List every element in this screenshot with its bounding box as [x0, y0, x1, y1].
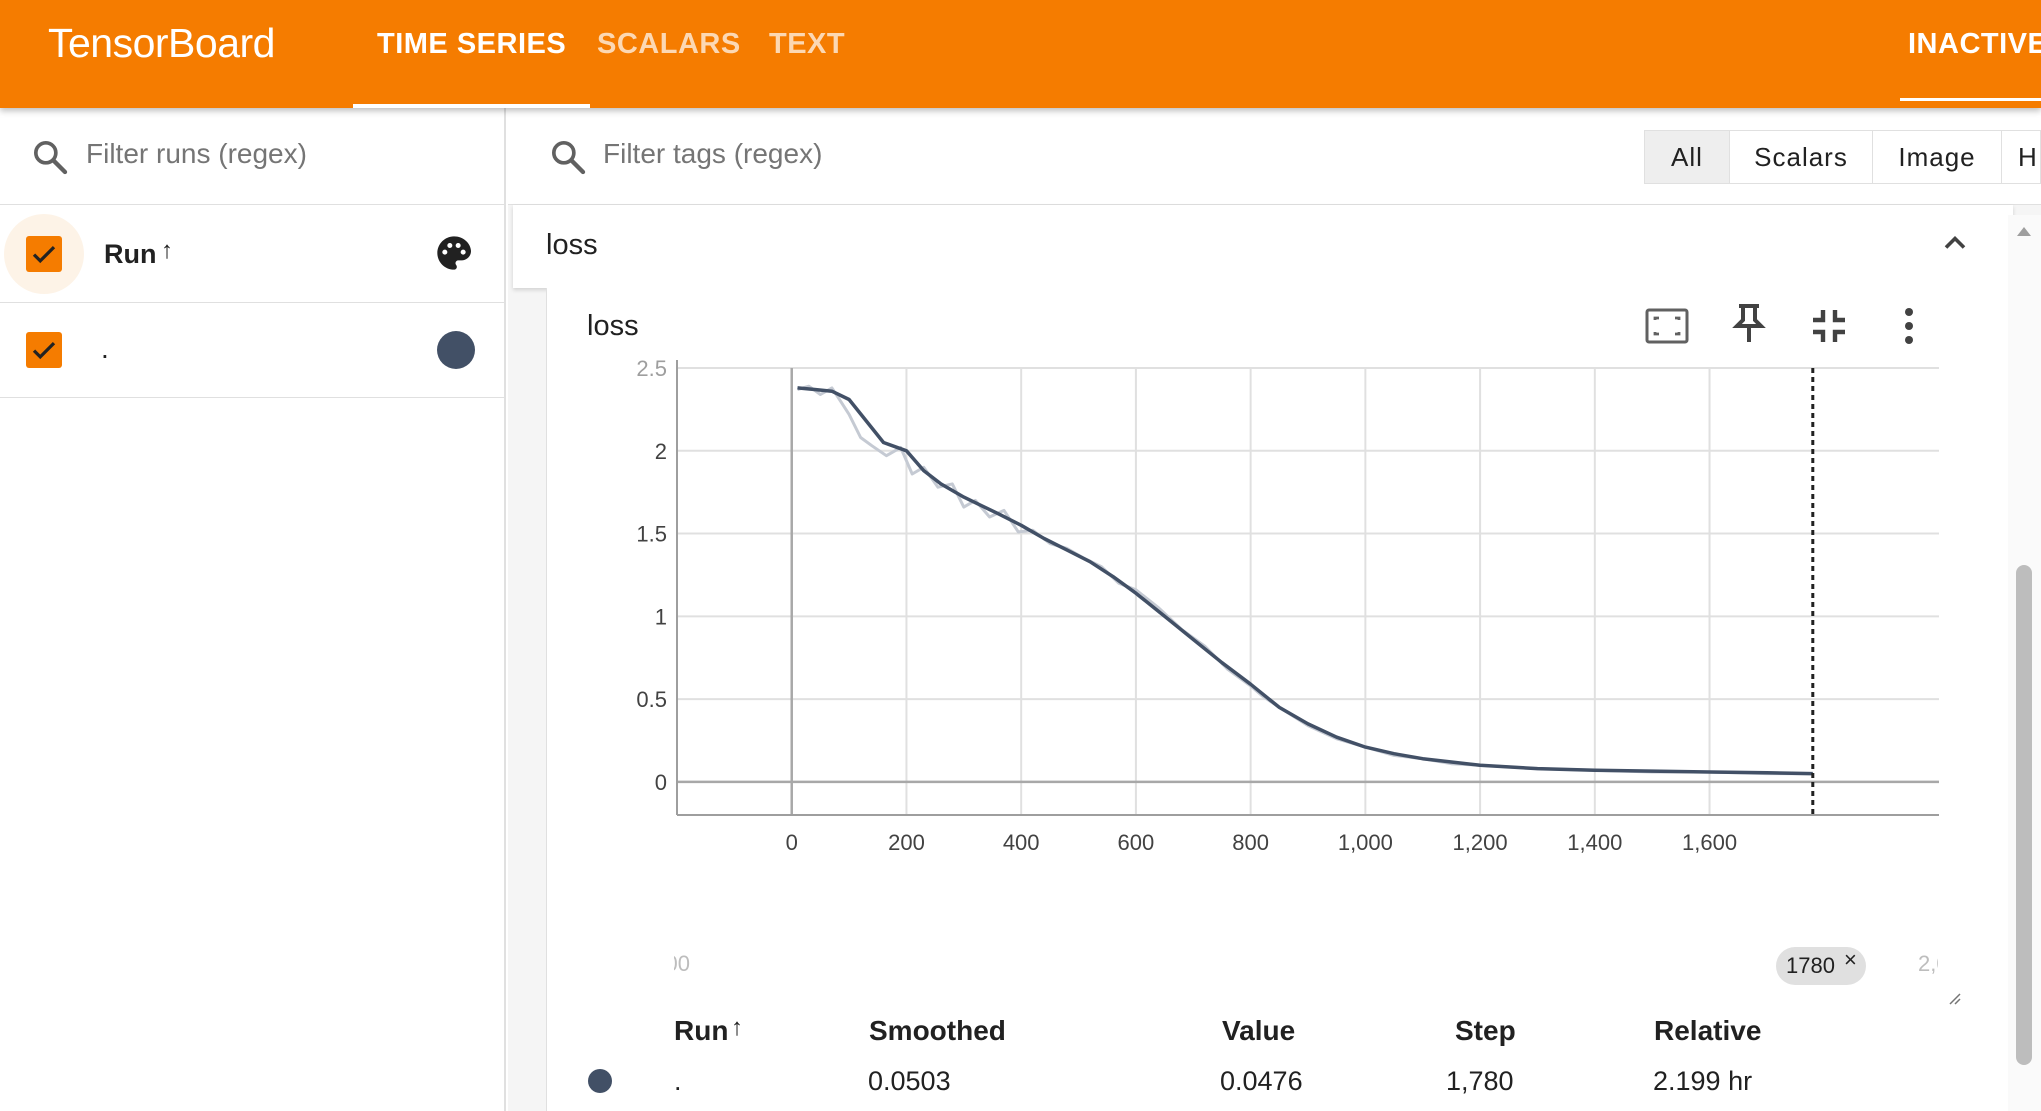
table-cell-smoothed: 0.0503	[868, 1066, 951, 1096]
run-color-swatch[interactable]	[437, 331, 475, 369]
runs-panel: Run ↑ .	[0, 108, 506, 1111]
table-header-run[interactable]: Run	[674, 1015, 729, 1046]
tab-time-series[interactable]: TIME SERIES	[352, 28, 591, 108]
runs-filter	[0, 108, 504, 205]
clipped-tick-right: 2,0	[1918, 951, 1938, 976]
search-icon	[34, 141, 68, 175]
check-icon	[32, 341, 56, 360]
type-tab-scalars[interactable]: Scalars	[1729, 130, 1873, 184]
close-icon[interactable]: ×	[1844, 947, 1857, 972]
table-cell-relative: 2.199 hr	[1653, 1066, 1753, 1096]
type-tab-all[interactable]: All	[1644, 130, 1730, 184]
pin-icon[interactable]	[1725, 300, 1773, 348]
main-content: All Scalars Image H loss loss 0 0.5 1 1.5 2 2…	[508, 108, 2041, 1111]
search-icon	[552, 141, 586, 175]
run-checkbox[interactable]	[26, 332, 62, 368]
fit-domain-icon[interactable]	[1643, 302, 1691, 350]
y-tick-label: 1.5	[636, 522, 667, 547]
run-column-header[interactable]: Run	[104, 239, 157, 269]
x-tick-label: 1,200	[1453, 830, 1508, 855]
card-title: loss	[587, 310, 639, 342]
type-tab-histogram[interactable]: H	[2001, 130, 2041, 184]
table-cell-step: 1,780	[1446, 1066, 1514, 1096]
y-tick-label: 2	[655, 439, 667, 464]
type-tab-image[interactable]: Image	[1872, 130, 2002, 184]
table-header-step[interactable]: Step	[1455, 1015, 1516, 1046]
y-tick-label: 2.5	[636, 356, 667, 381]
x-tick-label: 1,000	[1338, 830, 1393, 855]
clipped-tick-left: 00	[674, 951, 690, 976]
inactive-dropdown[interactable]: INACTIVE	[1908, 28, 2041, 60]
table-cell-value: 0.0476	[1220, 1066, 1303, 1096]
inactive-underline	[1900, 98, 2041, 101]
scrollbar-thumb[interactable]	[2016, 565, 2032, 1065]
tab-scalars[interactable]: SCALARS	[597, 28, 741, 60]
hover-step-chip[interactable]: 1780 ×	[1776, 947, 1866, 985]
table-header-relative[interactable]: Relative	[1654, 1015, 1762, 1046]
tags-filter-bar: All Scalars Image H	[508, 108, 2041, 205]
y-tick-label: 1	[655, 604, 667, 629]
more-vert-icon[interactable]	[1885, 302, 1933, 350]
table-header-value[interactable]: Value	[1222, 1015, 1296, 1046]
x-tick-label: 1,400	[1567, 830, 1622, 855]
table-cell-run: .	[674, 1066, 682, 1096]
x-tick-label: 0	[786, 830, 798, 855]
check-icon	[32, 245, 56, 264]
raw-loss-line	[797, 384, 1813, 776]
palette-icon[interactable]	[434, 233, 474, 273]
group-title: loss	[546, 229, 598, 261]
x-tick-label: 200	[888, 830, 925, 855]
sort-arrow-icon: ↑	[731, 1014, 743, 1041]
table-header-smoothed[interactable]: Smoothed	[869, 1015, 1006, 1046]
tags-filter-input[interactable]	[603, 138, 983, 170]
y-tick-label: 0.5	[636, 687, 667, 712]
run-name: .	[101, 333, 109, 364]
sort-arrow-icon: ↑	[161, 237, 173, 264]
loss-line-chart[interactable]: 0 0.5 1 1.5 2 2.5 0 200 400 600 800 1,000 1,200 1,400…	[547, 288, 2014, 988]
run-row[interactable]: .	[0, 303, 504, 398]
x-tick-label: 800	[1232, 830, 1269, 855]
runs-table-header: Run ↑	[0, 205, 504, 303]
resize-handle-icon[interactable]	[1944, 988, 1962, 1006]
hover-step-value: 1780	[1786, 953, 1835, 978]
scalar-card: loss 0 0.5 1 1.5 2 2.5 0 200 400 600 800 1,000 1,200…	[546, 288, 2013, 1111]
x-tick-label: 600	[1118, 830, 1155, 855]
collapse-icon[interactable]	[1805, 302, 1853, 350]
top-app-bar: TensorBoard TIME SERIES SCALARS TEXT INA…	[0, 0, 2041, 108]
select-all-checkbox[interactable]	[26, 236, 62, 272]
y-tick-label: 0	[655, 770, 667, 795]
smoothed-loss-line	[797, 386, 1813, 776]
tab-text[interactable]: TEXT	[769, 28, 846, 60]
scrollbar[interactable]	[2008, 215, 2041, 1111]
x-tick-label: 400	[1003, 830, 1040, 855]
app-title: TensorBoard	[48, 20, 275, 66]
run-color-swatch	[588, 1069, 612, 1093]
chevron-up-icon[interactable]	[1937, 225, 1973, 261]
runs-filter-input[interactable]	[86, 138, 466, 170]
x-tick-label: 1,600	[1682, 830, 1737, 855]
tag-group-header[interactable]: loss	[513, 205, 2013, 288]
scroll-up-icon[interactable]	[2014, 223, 2034, 239]
